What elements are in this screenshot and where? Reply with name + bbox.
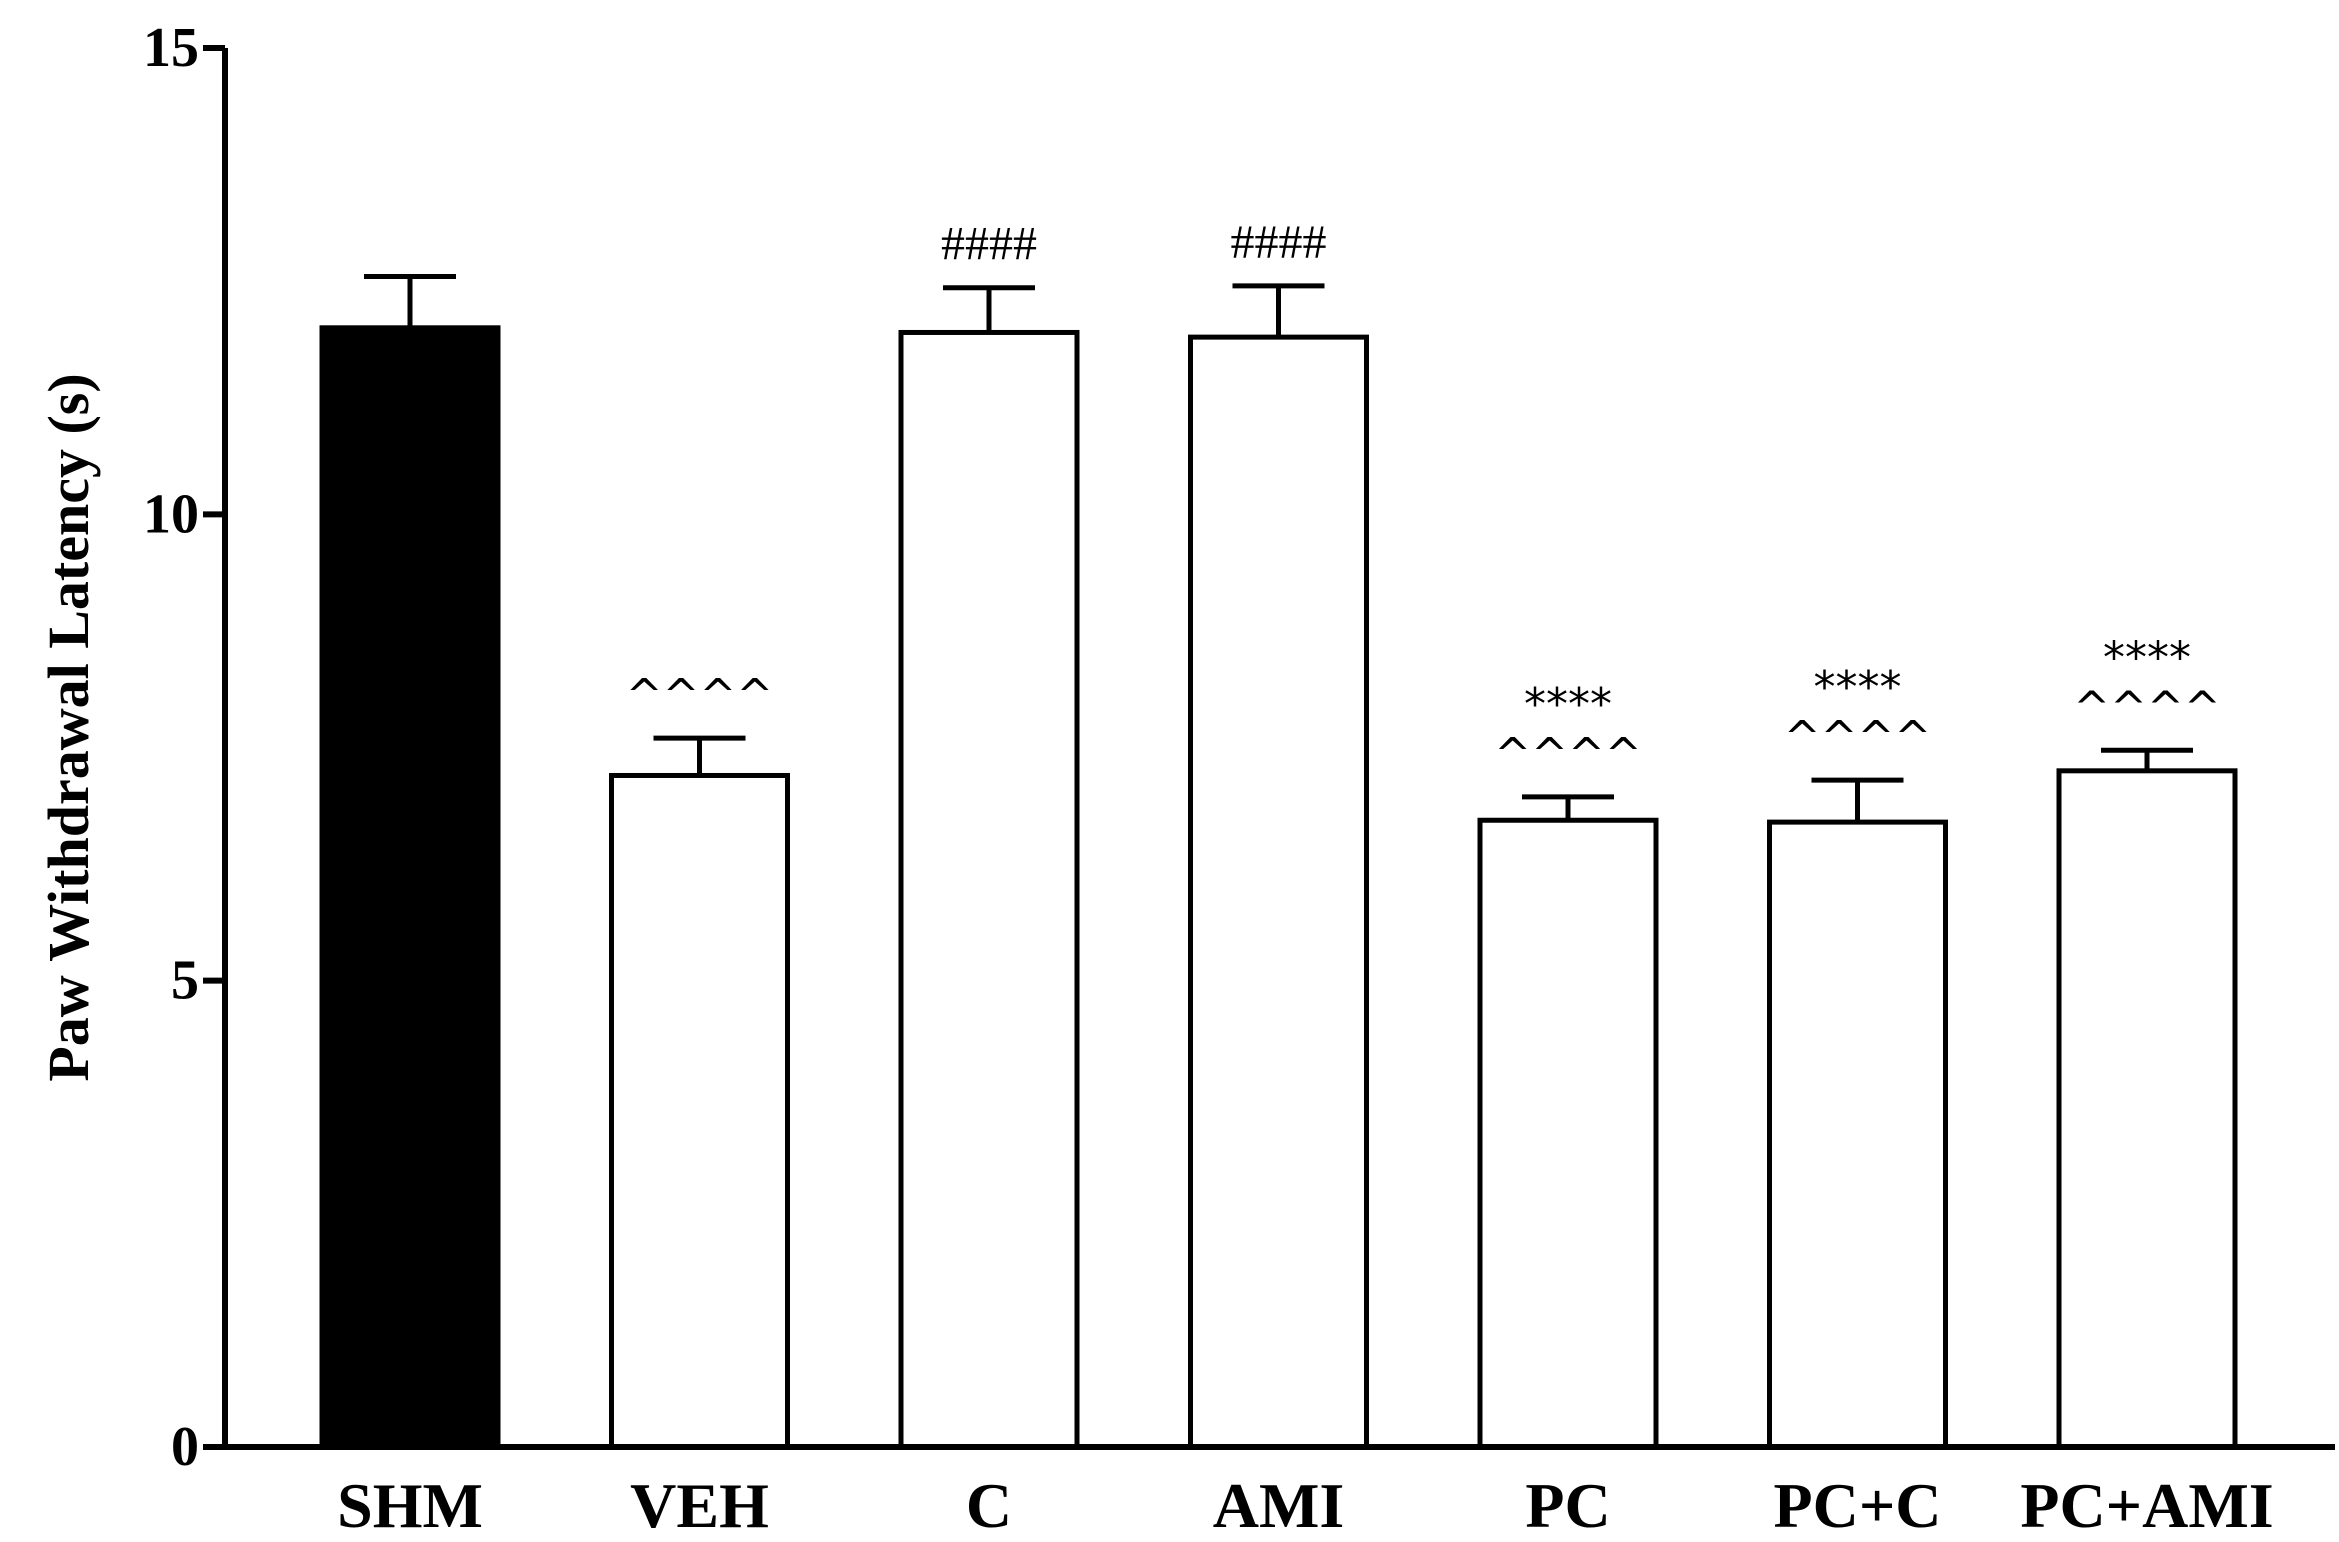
bar-veh <box>609 772 790 1450</box>
y-tick-label: 10 <box>143 483 199 545</box>
y-tick-label: 5 <box>171 950 199 1012</box>
significance-carets: ^^^^ <box>1494 729 1641 780</box>
y-axis-label: Paw Withdrawal Latency (s) <box>36 373 101 1081</box>
bars-layer <box>319 325 2238 1450</box>
significance-carets: ^^^^ <box>2073 682 2220 733</box>
bar-pc <box>1477 817 1659 1450</box>
x-tick-label: C <box>966 1470 1012 1541</box>
bar-pc-plus-c <box>1767 819 1948 1450</box>
significance-asterisks: **** <box>1524 679 1612 730</box>
significance-carets: ^^^^ <box>1784 712 1931 763</box>
x-labels-layer: SHM VEH C AMI PC PC+C PC+AMI <box>337 1470 2274 1541</box>
y-tick-label: 0 <box>171 1416 199 1478</box>
axes-layer <box>222 48 2335 1450</box>
bar-shm <box>319 325 501 1450</box>
x-tick-label: SHM <box>337 1470 483 1541</box>
y-tick-label: 15 <box>143 17 199 79</box>
bar-c <box>898 329 1080 1450</box>
significance-asterisks: **** <box>1814 662 1902 713</box>
x-tick-label: AMI <box>1213 1470 1345 1541</box>
significance-hash: #### <box>1231 216 1327 269</box>
bar-pc-plus-ami <box>2056 768 2238 1450</box>
bar-ami <box>1188 334 1369 1450</box>
annotations-layer: ^^^^#### ####****^^^^****^^^^****^^^^ <box>626 216 2221 780</box>
x-tick-label: PC <box>1525 1470 1610 1541</box>
x-tick-label: VEH <box>630 1470 769 1541</box>
significance-asterisks: **** <box>2103 632 2191 683</box>
significance-carets: ^^^^ <box>626 670 773 721</box>
significance-hash: #### <box>941 218 1037 271</box>
error-bars-layer <box>364 274 2193 823</box>
x-tick-label: PC+AMI <box>2020 1470 2273 1541</box>
y-ticks-layer: 0 5 10 15 <box>143 17 225 1478</box>
x-tick-label: PC+C <box>1774 1470 1942 1541</box>
